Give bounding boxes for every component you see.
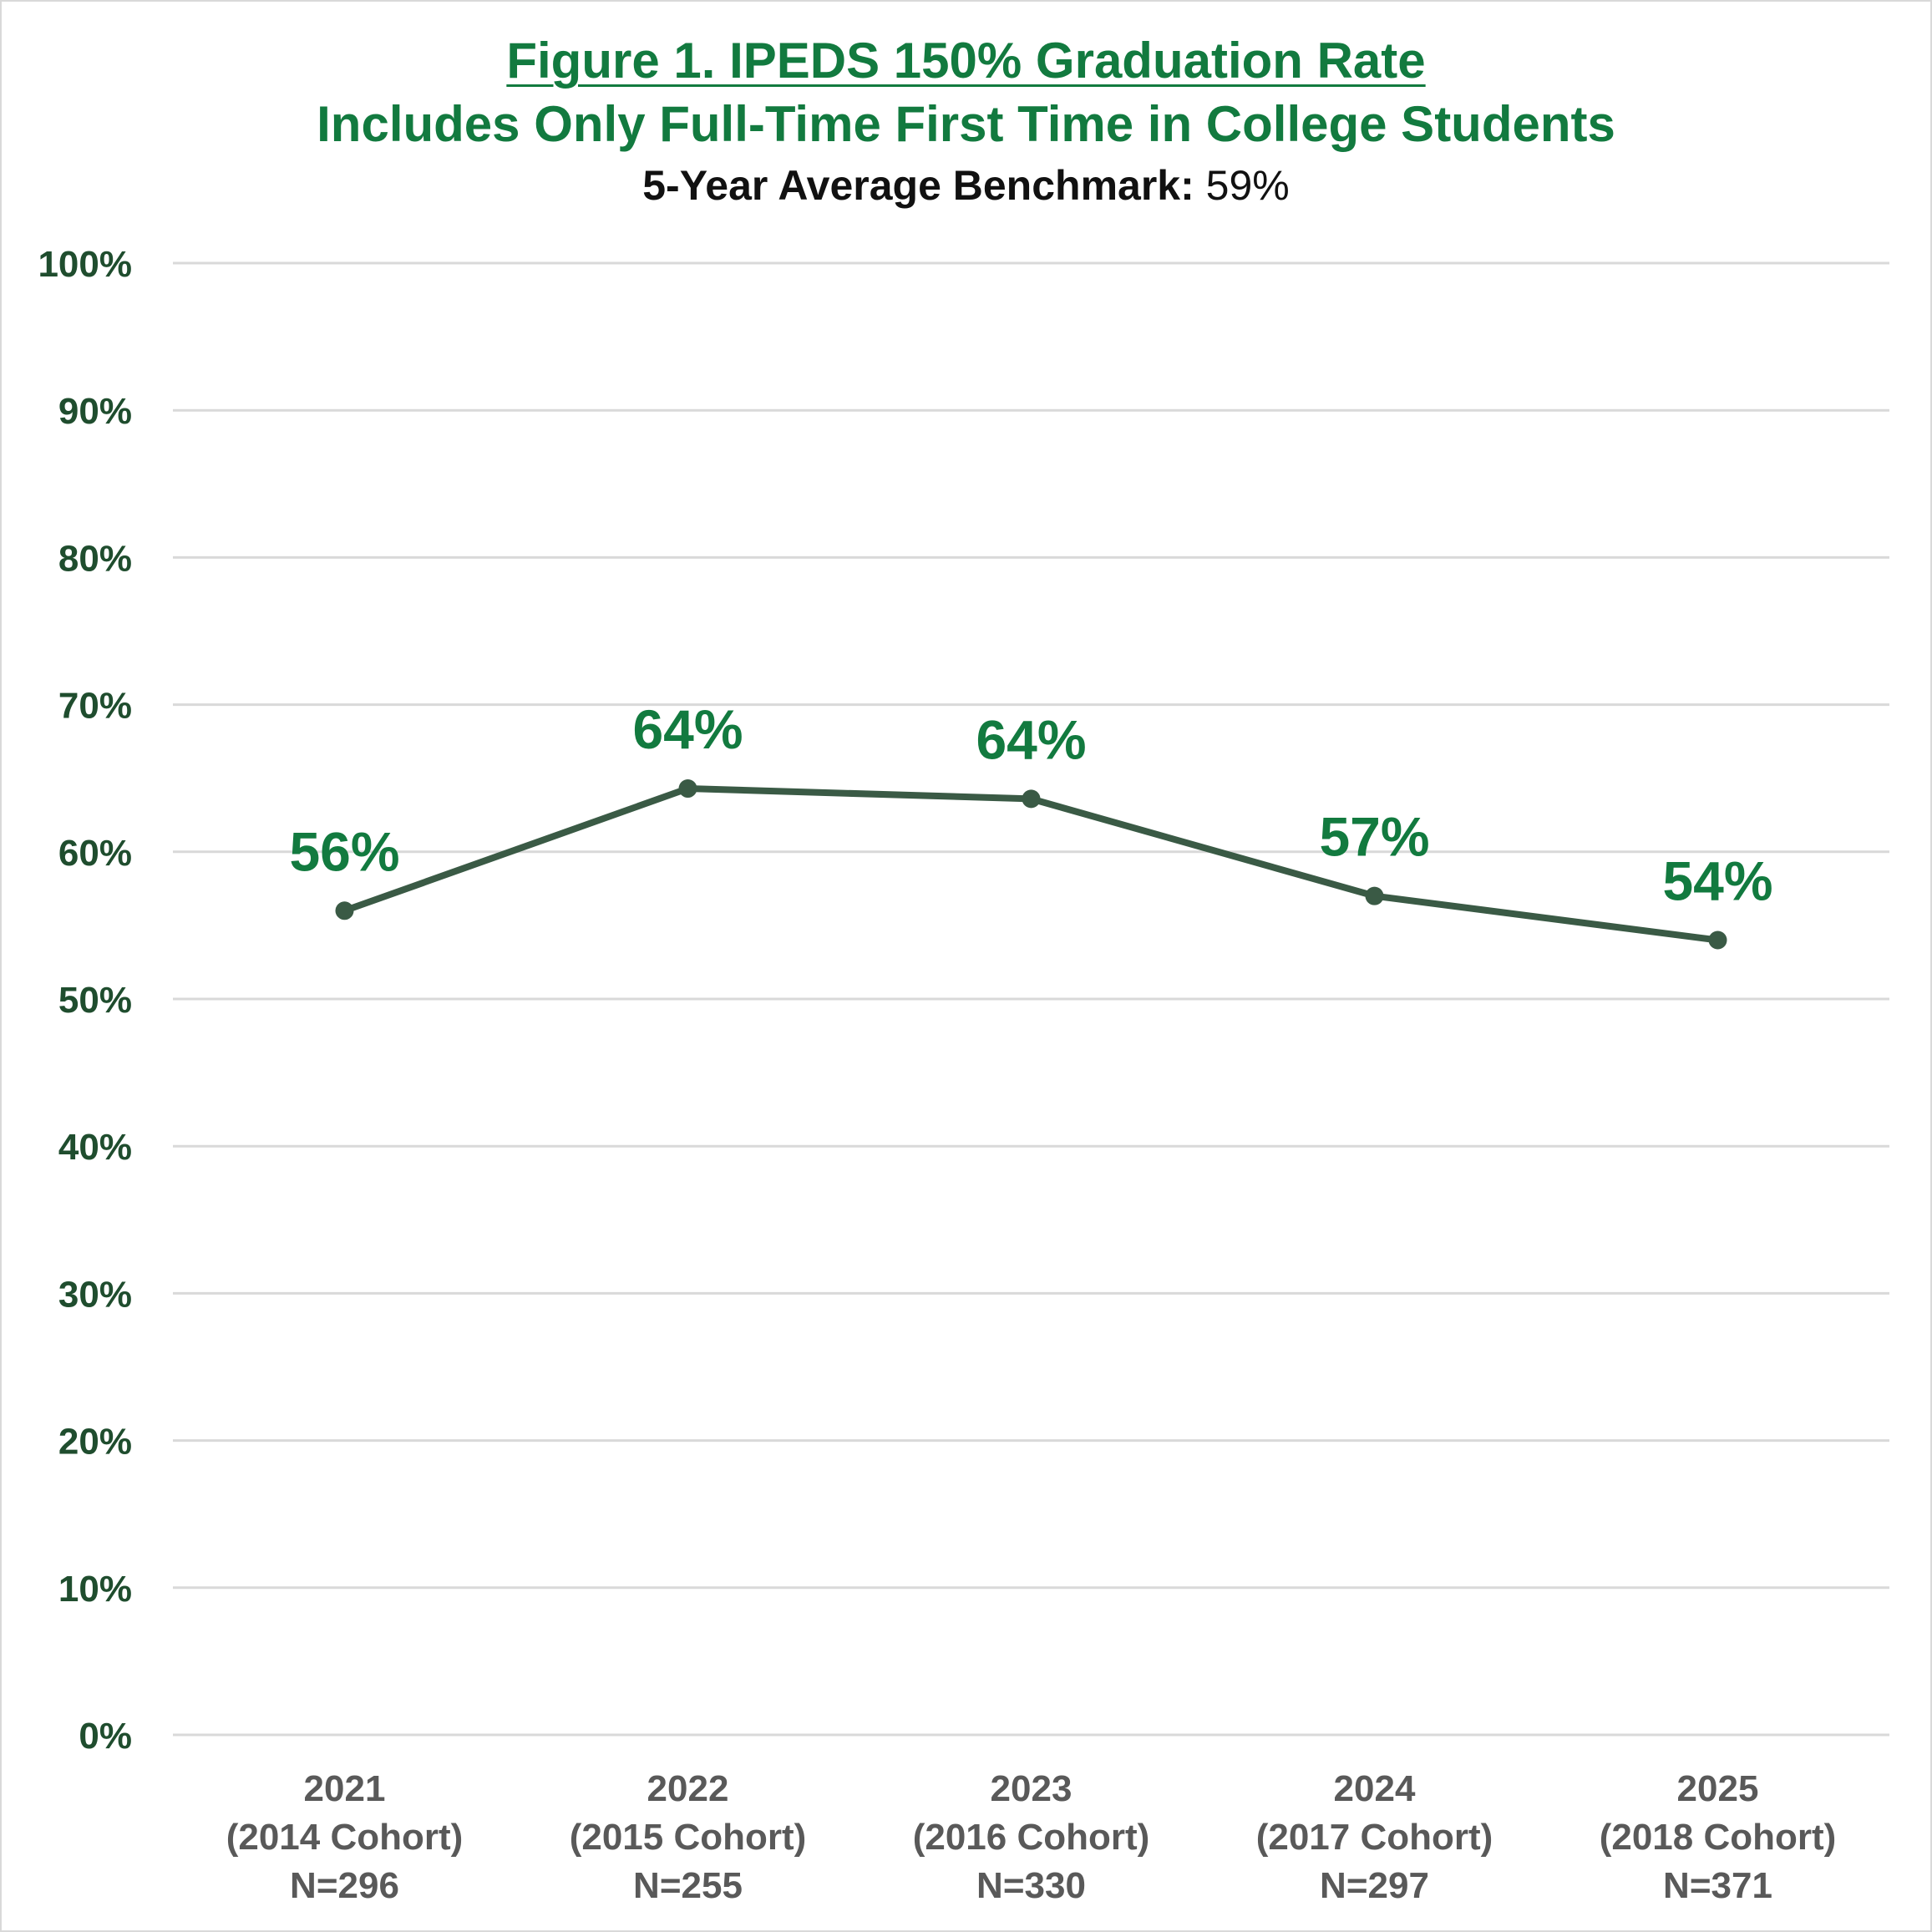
x-axis-ticks: 2021 (2014 Cohort) N=296 2022 (2015 Cohort) N… — [226, 1768, 1837, 1906]
x-tick-label: 2025 (2018 Cohort) N=371 — [1600, 1768, 1837, 1906]
y-tick-label: 60% — [58, 833, 132, 874]
data-label: 57% — [1319, 806, 1429, 868]
data-label: 64% — [632, 698, 743, 760]
y-tick-label: 20% — [58, 1422, 132, 1463]
data-label: 64% — [976, 708, 1086, 770]
gridlines — [173, 261, 1889, 1737]
y-axis-ticks: 0% 10% 20% 30% 40% 50% 60% 70% 80% 90% 100% — [38, 244, 132, 1757]
data-point — [335, 901, 354, 920]
x-tick-label: 2023 (2016 Cohort) N=330 — [913, 1768, 1150, 1906]
data-point — [1365, 886, 1384, 905]
y-tick-label: 40% — [58, 1127, 132, 1168]
series-line — [341, 785, 1722, 944]
y-tick-label: 10% — [58, 1569, 132, 1610]
data-labels: 56% 64% 64% 57% 54% — [289, 698, 1772, 911]
y-tick-label: 80% — [58, 538, 132, 579]
data-label: 56% — [289, 820, 399, 882]
benchmark-line: 5-Year Average Benchmark: 59% — [0, 161, 1932, 210]
data-label: 54% — [1662, 850, 1772, 912]
y-tick-label: 30% — [58, 1274, 132, 1315]
y-tick-label: 90% — [58, 391, 132, 432]
series-graduation-rate — [335, 779, 1727, 950]
benchmark-label: 5-Year Average Benchmark: — [642, 162, 1194, 209]
x-tick-label: 2022 (2015 Cohort) N=255 — [570, 1768, 807, 1906]
y-tick-label: 0% — [79, 1716, 132, 1757]
x-tick-label: 2024 (2017 Cohort) N=297 — [1256, 1768, 1493, 1906]
chart-title: Figure 1. IPEDS 150% Graduation Rate — [506, 33, 1426, 89]
y-tick-label: 70% — [58, 686, 132, 727]
y-tick-label: 100% — [38, 244, 132, 285]
data-point — [678, 779, 697, 799]
x-tick-label: 2021 (2014 Cohort) N=296 — [226, 1768, 464, 1906]
data-point — [1708, 931, 1727, 950]
data-point — [1022, 789, 1041, 809]
benchmark-value: 59% — [1205, 162, 1290, 209]
y-tick-label: 50% — [58, 980, 132, 1021]
chart-subtitle: Includes Only Full-Time First Time in Co… — [317, 96, 1615, 152]
